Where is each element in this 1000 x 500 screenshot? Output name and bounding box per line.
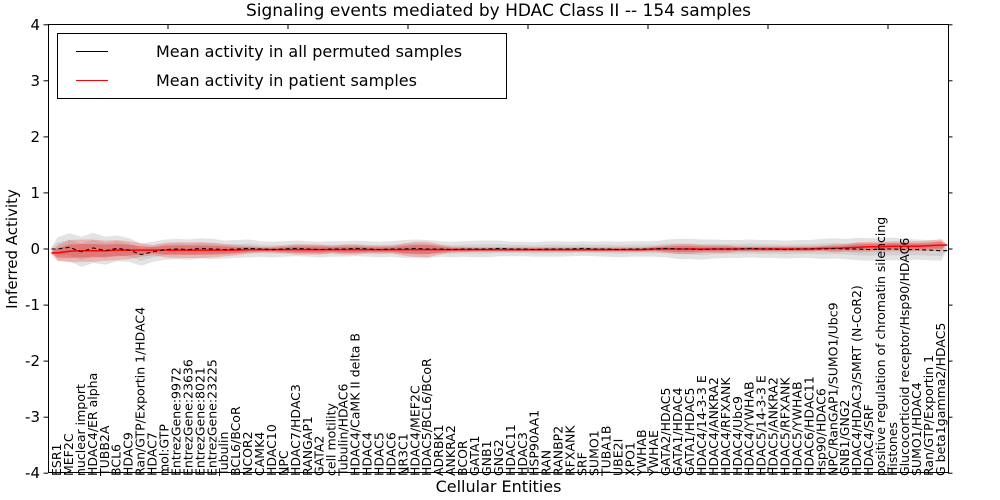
x-tick-label: HDAC4/YWHAB [742,381,757,476]
x-tick-label: NR3C1 [395,433,410,476]
x-tick-label: GATA2 [312,436,327,476]
x-tick-label: EntrezGene:23225 [204,359,219,476]
x-tick-label: HDAC4 [360,432,375,476]
x-tick-label: ESR1 [49,444,64,476]
x-tick-label: ANKRA2 [443,425,458,476]
x-tick-label: GATA2/HDAC5 [658,388,673,476]
x-tick-label: positive regulation of chromatin silenci… [873,217,888,476]
permuted-mean-line [51,246,948,256]
y-tick-label: -2 [25,352,40,370]
x-tick-label: HDAC3 [515,432,530,476]
y-tick-label: 2 [30,128,40,146]
y-tick-label: -4 [25,464,40,482]
y-axis-label: Inferred Activity [3,189,21,309]
x-tick-label: Glucocorticoid receptor/Hsp90/HDAC6 [897,238,912,476]
x-tick-label: SUMO1/HDAC4 [909,382,924,476]
x-tick-label: RFXANK [563,425,578,476]
x-tick-label: Hsp90/HDAC6 [813,388,828,476]
x-tick-label: EntrezGene:9972 [168,367,183,476]
figure-title: Signaling events mediated by HDAC Class … [245,1,752,21]
x-tick-label: HDAC4/SRF [861,404,876,476]
x-tick-label: TUBA1B [598,426,613,477]
x-tick-label: NPC/RanGAP1/SUMO1/Ubc9 [825,302,840,476]
x-tick-label: YWHAE [646,430,661,477]
x-tick-label: HDAC5/BCL6/BCoR [419,358,434,476]
y-tick-label: 1 [30,184,40,202]
x-tick-label: HDAC9 [121,432,136,476]
x-tick-label: HDAC4/Ubc9 [730,396,745,476]
x-tick-label: GATA1/HDAC5 [682,388,697,476]
x-tick-label: HDAC7/HDAC3 [288,384,303,476]
x-tick-label: GATA1/HDAC4 [670,387,685,476]
x-tick-label: HDAC11 [503,424,518,476]
legend-line-permuted-icon [76,51,108,52]
patient-band-outer [51,238,948,263]
x-tick-label: EntrezGene:8021 [192,367,207,476]
legend: Mean activity in all permuted samples Me… [57,33,507,99]
x-tick-label: HDAC5/14-3-3 E [754,375,769,476]
x-tick-label: HDAC4/CaMK II delta B [348,333,363,476]
x-tick-label: cell motility [324,402,339,476]
x-tick-label: HDAC10 [264,424,279,476]
patient-mean-line [51,244,948,254]
x-tick-label: GNB1/GNG2 [837,400,852,476]
x-tick-label: Ran/GTP/Exportin 1 [921,355,936,476]
x-tick-label: HDAC4/ER alpha [85,373,100,476]
x-tick-label: CAMK4 [252,432,267,476]
x-tick-label: HDAC4/MEF2C [407,385,422,476]
x-tick-label: HDAC5/ANKRA2 [766,377,781,476]
x-tick-label: HDAC5/RFXANK [778,377,793,476]
y-tick-label: 4 [30,16,40,34]
x-tick-label: UBE2I [610,439,625,476]
y-tick-label: 3 [30,72,40,90]
x-tick-label: GNB1 [479,440,494,476]
x-tick-label: XPO1 [622,442,637,476]
x-tick-label: HDAC5/YWHAB [790,381,805,476]
x-tick-label: GNG2 [491,439,506,476]
legend-line-patient-icon [76,80,108,81]
x-tick-label: GATA1 [467,436,482,476]
y-tick-label: -3 [25,408,40,426]
x-tick-label: Tubulin [216,432,231,477]
x-tick-label: ADRBK1 [431,424,446,476]
x-tick-label: SUMO1 [586,430,601,476]
x-tick-label: NPC [276,450,291,476]
x-tick-label: BCOR [455,440,470,476]
x-tick-label: Histones [885,422,900,476]
x-tick-label: HDAC4/ANKRA2 [706,377,721,476]
y-tick-label: -1 [25,296,40,314]
y-tick-label: 0 [30,240,40,258]
x-tick-label: HDAC6/HDAC11 [801,376,816,476]
x-tick-label: Tubulin/HDAC6 [336,384,351,477]
x-tick-label: BCL6/BCoR [228,406,243,476]
x-tick-label: SRF [575,452,590,476]
legend-entry-patient: Mean activity in patient samples [58,68,506,94]
x-axis-label: Cellular Entities [435,477,562,496]
x-tick-label: HDAC4/RFXANK [718,377,733,476]
x-tick-label: G beta1gamma2/HDAC5 [933,323,948,476]
x-tick-label: HDAC4/14-3-3 E [694,375,709,476]
x-tick-label: HSP90AA1 [527,410,542,476]
legend-entry-permuted: Mean activity in all permuted samples [58,39,506,65]
legend-label-permuted: Mean activity in all permuted samples [156,42,463,61]
x-tick-label: YWHAB [634,429,649,477]
x-tick-label: HDAC6 [383,432,398,476]
x-tick-label: nuclear import [73,384,88,476]
x-tick-label: HDAC7 [145,432,160,476]
legend-label-patient: Mean activity in patient samples [156,71,417,90]
x-tick-label: RANGAP1 [300,416,315,476]
x-tick-label: EntrezGene:23636 [180,359,195,476]
x-tick-label: Ran/GTP/Exportin 1/HDAC4 [133,307,148,476]
x-tick-label: RANBP2 [551,426,566,476]
x-tick-label: BCL6 [109,444,124,476]
x-tick-label: HDAC4/HDAC3/SMRT (N-CoR2) [849,285,864,476]
x-tick-label: TUBB2A [97,425,112,477]
x-tick-label: NCOR2 [240,431,255,476]
x-tick-label: HDAC5 [372,432,387,476]
x-tick-label: MEF2C [61,433,76,476]
x-tick-label: RAN [539,450,554,476]
x-tick-label: mol:GTP [157,424,172,476]
